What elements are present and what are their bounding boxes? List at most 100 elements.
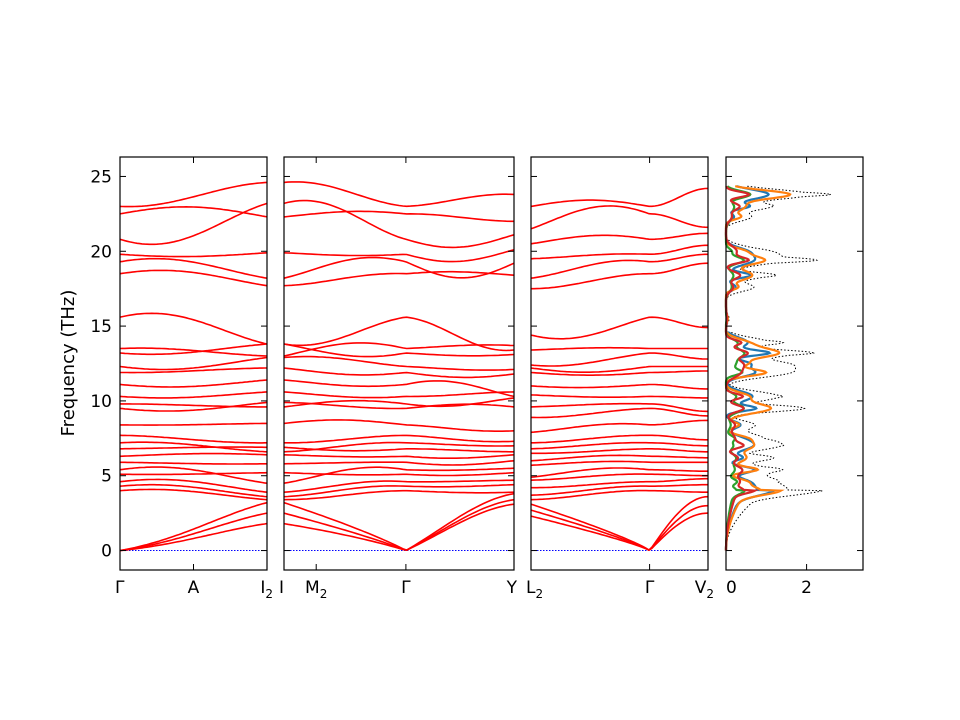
dos-axes-frame xyxy=(725,156,864,571)
band-line-2 xyxy=(530,232,709,245)
band-line-25 xyxy=(119,488,268,501)
band-line-25 xyxy=(530,489,708,501)
band-line-28 xyxy=(283,503,515,552)
band-line-24 xyxy=(119,483,268,498)
x-tick-label: A xyxy=(188,578,200,598)
band-line-21 xyxy=(283,466,515,484)
band-line-24 xyxy=(530,483,708,496)
band-line-7 xyxy=(530,346,708,351)
band-line-18 xyxy=(531,447,708,455)
band-panels: 0 5 10 15 20 25 Γ A I2 I M2 Γ Y L2 Γ V2 xyxy=(90,156,714,601)
band-line-17 xyxy=(119,441,268,453)
band-line-27 xyxy=(283,498,515,551)
band-line-12 xyxy=(119,391,268,399)
band-line-25 xyxy=(283,489,515,501)
band-line-6 xyxy=(530,316,709,340)
band-line-10 xyxy=(120,367,267,374)
x-tick-label: I xyxy=(279,578,284,598)
band-line-0 xyxy=(119,181,268,208)
band-line-19 xyxy=(530,454,708,462)
dos-series-0 xyxy=(725,185,831,551)
band-line-28 xyxy=(530,512,709,552)
band-line-15 xyxy=(530,419,708,434)
dos-x-tick-label: 0 xyxy=(726,578,737,598)
band-line-2 xyxy=(119,202,268,246)
band-line-19 xyxy=(283,454,515,460)
band-line-10 xyxy=(530,370,708,377)
band-line-11 xyxy=(119,379,268,388)
band-line-11 xyxy=(283,379,515,398)
band-line-13 xyxy=(283,397,515,408)
band-line-14 xyxy=(119,401,268,412)
band-line-18 xyxy=(120,446,267,450)
band-line-14 xyxy=(531,407,709,419)
axes-frame xyxy=(119,156,268,571)
band-line-24 xyxy=(283,483,515,498)
dos-series-3 xyxy=(724,185,752,551)
band-line-0 xyxy=(283,181,515,208)
band-line-21 xyxy=(530,467,708,478)
band-line-8 xyxy=(530,352,708,367)
band-line-5 xyxy=(119,269,268,287)
y-tick-label: 5 xyxy=(101,467,112,487)
x-tick-label: V2 xyxy=(695,578,714,601)
y-axis-label: Frequency (THz) xyxy=(58,290,79,437)
x-tick-label: Γ xyxy=(115,578,125,598)
band-line-20 xyxy=(120,461,267,465)
band-line-17 xyxy=(283,441,515,453)
y-tick-label: 0 xyxy=(101,542,112,562)
band-line-22 xyxy=(530,473,708,481)
band-line-7 xyxy=(283,342,515,357)
dos-x-tick-label: 2 xyxy=(801,578,812,598)
x-tick-label: M2 xyxy=(305,578,327,601)
panel-1: 0 5 10 15 20 25 Γ A I2 xyxy=(90,156,273,601)
band-line-4 xyxy=(119,257,268,279)
band-line-16 xyxy=(531,434,708,444)
panel-3: L2 Γ V2 xyxy=(526,156,714,601)
x-tick-label: Y xyxy=(506,578,518,598)
band-line-5 xyxy=(283,270,515,287)
band-line-13 xyxy=(120,403,267,408)
y-tick-label: 10 xyxy=(90,392,112,412)
axes-frame xyxy=(283,156,515,571)
band-line-21 xyxy=(119,466,268,484)
band-line-2 xyxy=(283,199,515,249)
y-tick-label: 25 xyxy=(90,167,112,187)
band-line-26 xyxy=(530,495,709,552)
band-line-19 xyxy=(119,452,268,458)
band-line-8 xyxy=(119,343,268,356)
band-line-4 xyxy=(283,256,515,279)
band-line-3 xyxy=(119,252,268,258)
band-line-15 xyxy=(120,422,267,426)
band-line-26 xyxy=(283,492,515,551)
band-line-5 xyxy=(531,262,709,290)
band-line-20 xyxy=(283,460,515,466)
band-line-28 xyxy=(119,522,268,552)
x-tick-label: Γ xyxy=(645,578,655,598)
y-tick-label: 15 xyxy=(90,317,112,337)
x-tick-label: Γ xyxy=(401,578,411,598)
band-line-26 xyxy=(119,501,268,552)
axes-frame xyxy=(530,156,709,571)
band-line-3 xyxy=(530,244,708,260)
band-line-17 xyxy=(530,441,708,450)
band-line-27 xyxy=(530,504,709,552)
band-line-22 xyxy=(119,471,268,476)
band-line-11 xyxy=(530,383,708,390)
band-line-1 xyxy=(283,210,514,223)
band-line-4 xyxy=(530,253,708,279)
band-line-23 xyxy=(119,478,268,493)
band-line-9 xyxy=(283,355,515,371)
x-tick-label: I2 xyxy=(260,578,273,601)
band-line-7 xyxy=(119,347,268,357)
band-line-13 xyxy=(530,402,709,413)
band-line-12 xyxy=(283,391,515,399)
band-line-3 xyxy=(283,249,515,263)
band-line-20 xyxy=(530,460,708,467)
band-line-1 xyxy=(530,205,709,230)
band-line-16 xyxy=(119,434,267,444)
band-line-27 xyxy=(119,512,268,552)
band-line-9 xyxy=(119,356,268,371)
panel-2: I M2 Γ Y xyxy=(279,156,518,601)
